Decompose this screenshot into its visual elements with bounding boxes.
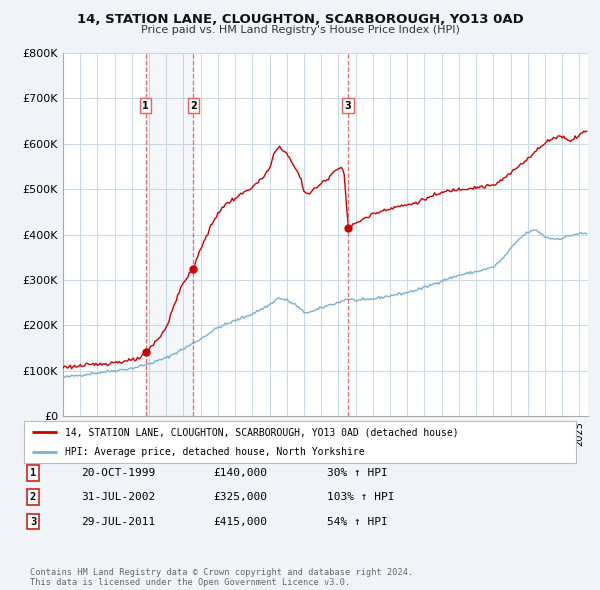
- Text: Price paid vs. HM Land Registry's House Price Index (HPI): Price paid vs. HM Land Registry's House …: [140, 25, 460, 35]
- Text: 103% ↑ HPI: 103% ↑ HPI: [327, 493, 395, 502]
- Text: 31-JUL-2002: 31-JUL-2002: [81, 493, 155, 502]
- Text: 14, STATION LANE, CLOUGHTON, SCARBOROUGH, YO13 0AD (detached house): 14, STATION LANE, CLOUGHTON, SCARBOROUGH…: [65, 427, 459, 437]
- Text: £140,000: £140,000: [213, 468, 267, 478]
- Bar: [146, 53, 193, 416]
- Text: 3: 3: [30, 517, 36, 526]
- Text: 29-JUL-2011: 29-JUL-2011: [81, 517, 155, 526]
- Text: 20-OCT-1999: 20-OCT-1999: [81, 468, 155, 478]
- Text: £325,000: £325,000: [213, 493, 267, 502]
- Text: Contains HM Land Registry data © Crown copyright and database right 2024.
This d: Contains HM Land Registry data © Crown c…: [30, 568, 413, 587]
- Text: £415,000: £415,000: [213, 517, 267, 526]
- Text: 2: 2: [190, 101, 197, 111]
- Text: HPI: Average price, detached house, North Yorkshire: HPI: Average price, detached house, Nort…: [65, 447, 365, 457]
- Text: 30% ↑ HPI: 30% ↑ HPI: [327, 468, 388, 478]
- Text: 2: 2: [30, 493, 36, 502]
- Text: 14, STATION LANE, CLOUGHTON, SCARBOROUGH, YO13 0AD: 14, STATION LANE, CLOUGHTON, SCARBOROUGH…: [77, 13, 523, 26]
- Text: 54% ↑ HPI: 54% ↑ HPI: [327, 517, 388, 526]
- Text: 1: 1: [142, 101, 149, 111]
- Text: 3: 3: [345, 101, 352, 111]
- Text: 1: 1: [30, 468, 36, 478]
